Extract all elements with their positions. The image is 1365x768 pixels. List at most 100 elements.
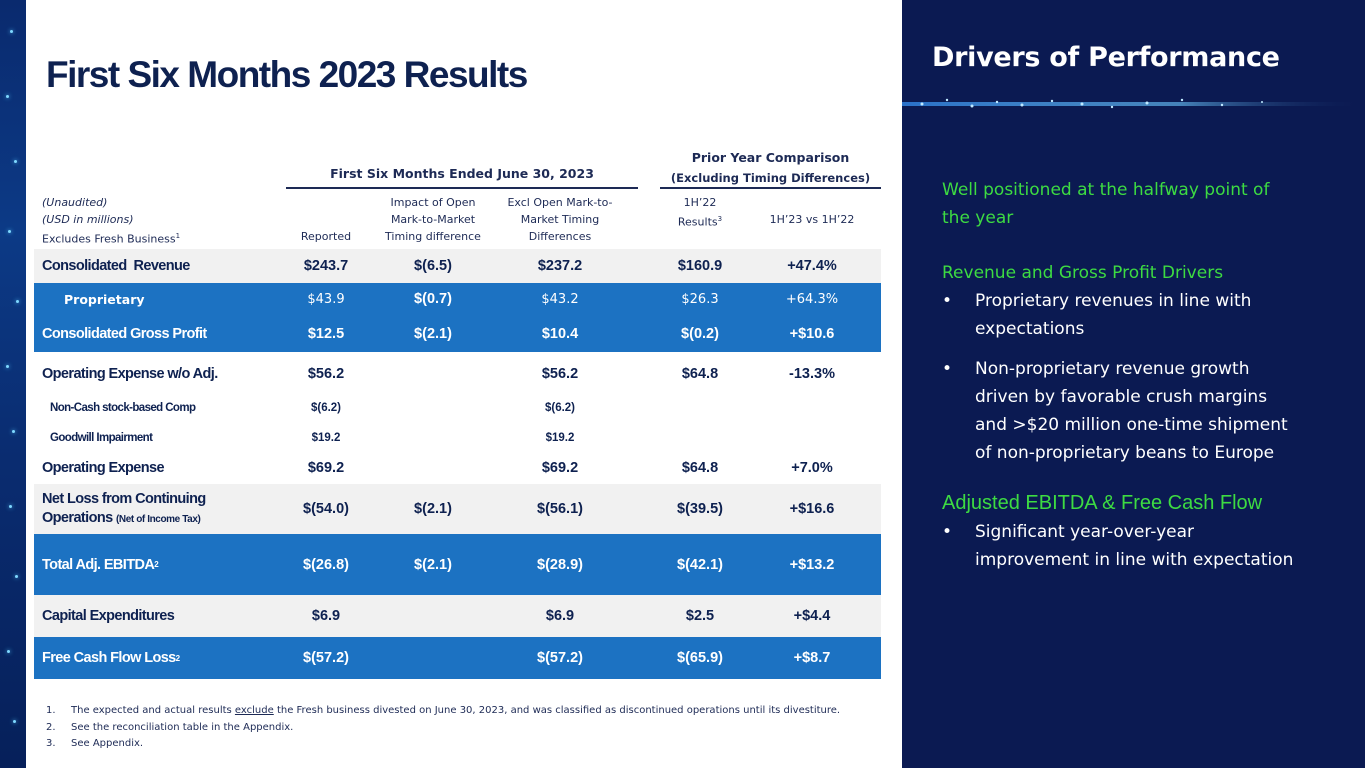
cell-excl: $(28.9) bbox=[537, 556, 583, 573]
cell-excl: $56.2 bbox=[541, 366, 579, 382]
cell-excl: $43.2 bbox=[541, 291, 579, 307]
bullet-yoy: • Significant year-over-year improvement… bbox=[942, 518, 1322, 574]
cell-reported: $(57.2) bbox=[303, 650, 349, 666]
cell-excl: $(6.2) bbox=[544, 402, 576, 414]
cell-change: +47.4% bbox=[787, 258, 837, 274]
cell-prior: $(42.1) bbox=[677, 556, 723, 573]
cell-prior: $64.8 bbox=[681, 460, 719, 476]
usd-label: (USD in millions) bbox=[42, 213, 134, 226]
unaudited-label: (Unaudited) bbox=[42, 196, 108, 209]
cell-reported: $12.5 bbox=[307, 325, 345, 342]
cell-change: +$8.7 bbox=[793, 650, 831, 666]
cell-reported: $243.7 bbox=[303, 258, 349, 274]
col-impact: Impact of Open Mark-to-Market Timing dif… bbox=[373, 194, 493, 245]
footnote-number: 3. bbox=[46, 738, 56, 749]
cell-reported: $56.2 bbox=[307, 366, 345, 382]
cell-excl: $237.2 bbox=[537, 258, 583, 274]
cell-reported: $19.2 bbox=[311, 432, 341, 444]
col-excl-line: Differences bbox=[528, 230, 592, 243]
group-header-prior-year: Prior Year Comparison (Excluding Timing … bbox=[660, 148, 881, 188]
row-label: Goodwill Impairment bbox=[50, 432, 153, 444]
intro-line: the year bbox=[942, 208, 1014, 228]
cell-prior: $64.8 bbox=[681, 366, 719, 382]
cell-impact: $(2.1) bbox=[414, 325, 452, 342]
bullet-line: Non-proprietary revenue growth bbox=[975, 359, 1250, 379]
table-row-stock-comp: Non-Cash stock-based Comp $(6.2) $(6.2) bbox=[34, 396, 881, 420]
table-row-goodwill: Goodwill Impairment $19.2 $19.2 bbox=[34, 426, 881, 450]
table-row-gross-profit: Consolidated Gross Profit $12.5 $(2.1) $… bbox=[34, 315, 881, 352]
col-change: 1H’23 vs 1H’22 bbox=[769, 213, 855, 226]
cell-change: +$10.6 bbox=[789, 325, 835, 342]
row-label: Operating Expense w/o Adj. bbox=[42, 366, 218, 382]
row-label-line1: Net Loss from Continuing bbox=[42, 490, 206, 507]
row-label-sub: (Net of Income Tax) bbox=[115, 513, 201, 525]
col-reported: Reported bbox=[300, 230, 352, 243]
cell-impact: $(0.7) bbox=[414, 291, 452, 307]
intro-text: Well positioned at the halfway point of … bbox=[942, 176, 1269, 232]
footnote: 3. See Appendix. bbox=[46, 736, 840, 753]
row-label-text: Total Adj. EBITDA bbox=[42, 556, 155, 573]
bullet-line: improvement in line with expectation bbox=[975, 550, 1294, 570]
bullet-icon: • bbox=[942, 359, 953, 379]
bullet-line: and >$20 million one-time shipment bbox=[975, 415, 1288, 435]
footnote-ref: 3 bbox=[717, 215, 723, 223]
row-label-text: Free Cash Flow Loss bbox=[42, 650, 176, 666]
cell-excl: $10.4 bbox=[541, 325, 579, 342]
bullet-line: of non-proprietary beans to Europe bbox=[975, 443, 1275, 463]
table-row-adj-ebitda: Total Adj. EBITDA 2 $(26.8) $(2.1) $(28.9… bbox=[34, 534, 881, 595]
cell-prior: $2.5 bbox=[685, 608, 715, 624]
row-label: Proprietary bbox=[64, 291, 145, 307]
footnote-text: See the reconciliation table in the Appe… bbox=[71, 721, 294, 733]
bullet-proprietary: • Proprietary revenues in line with expe… bbox=[942, 287, 1322, 343]
cell-reported: $69.2 bbox=[307, 460, 345, 476]
table-row-proprietary: Proprietary $43.9 $(0.7) $43.2 $26.3 +64… bbox=[34, 283, 881, 315]
col-prior-line: 1H’22 bbox=[683, 196, 717, 209]
table-row-opex: Operating Expense $69.2 $69.2 $64.8 +7.0… bbox=[34, 452, 881, 484]
cell-reported: $(54.0) bbox=[303, 501, 349, 517]
footnote-underlined: exclude bbox=[234, 705, 274, 716]
excludes-label: Excludes Fresh Business bbox=[42, 232, 176, 246]
row-label: Operating Expense bbox=[42, 460, 165, 476]
row-label: Capital Expenditures bbox=[42, 608, 175, 624]
footnotes: 1. The expected and actual results exclu… bbox=[46, 703, 840, 753]
row-label: Free Cash Flow Loss 2 bbox=[42, 637, 180, 679]
cell-prior: $(0.2) bbox=[681, 325, 719, 342]
col-excl: Excl Open Mark-to- Market Timing Differe… bbox=[500, 194, 620, 245]
cell-reported: $(26.8) bbox=[303, 556, 349, 573]
col-impact-line: Impact of Open bbox=[390, 196, 476, 209]
footnote-ref: 2 bbox=[175, 653, 180, 663]
cell-change: +$4.4 bbox=[793, 608, 831, 624]
group-divider bbox=[660, 187, 881, 189]
bullet-line: Proprietary revenues in line with bbox=[975, 291, 1252, 311]
cell-excl: $19.2 bbox=[545, 432, 575, 444]
footnote-number: 2. bbox=[46, 721, 56, 733]
group-header-six-months: First Six Months Ended June 30, 2023 bbox=[330, 166, 594, 181]
cell-change: +7.0% bbox=[791, 460, 833, 476]
row-header-label: (Unaudited) (USD in millions) Excludes F… bbox=[42, 194, 180, 248]
prior-year-subtitle: (Excluding Timing Differences) bbox=[670, 171, 871, 185]
table-row-capex: Capital Expenditures $6.9 $6.9 $2.5 +$4.… bbox=[34, 595, 881, 637]
col-excl-line: Excl Open Mark-to- bbox=[507, 196, 613, 209]
col-prior-line: Results bbox=[677, 215, 718, 229]
col-impact-line: Mark-to-Market bbox=[390, 213, 476, 226]
cell-reported: $43.9 bbox=[307, 291, 345, 307]
left-decorative-strip bbox=[0, 0, 26, 768]
cell-excl: $6.9 bbox=[545, 608, 575, 624]
row-label-line2: Operations bbox=[42, 509, 113, 526]
table-row-net-loss: Net Loss from Continuing Operations (Net… bbox=[34, 484, 881, 534]
footnote-ref: 1 bbox=[175, 232, 181, 240]
row-label: Total Adj. EBITDA 2 bbox=[42, 534, 159, 595]
cell-excl: $(56.1) bbox=[537, 501, 583, 517]
cell-excl: $(57.2) bbox=[537, 650, 583, 666]
cell-change: +64.3% bbox=[785, 291, 839, 307]
cell-impact: $(6.5) bbox=[414, 258, 452, 274]
table-row-revenue: Consolidated Revenue $243.7 $(6.5) $237.… bbox=[34, 249, 881, 283]
col-impact-line: Timing difference bbox=[385, 230, 481, 243]
col-prior: 1H’22 Results3 bbox=[660, 194, 740, 231]
table-row-opex-wo-adj: Operating Expense w/o Adj. $56.2 $56.2 $… bbox=[34, 356, 881, 392]
cell-prior: $(39.5) bbox=[677, 501, 723, 517]
cell-excl: $69.2 bbox=[541, 460, 579, 476]
cell-reported: $(6.2) bbox=[310, 402, 342, 414]
row-label: Consolidated Gross Profit bbox=[42, 325, 207, 342]
cell-prior: $160.9 bbox=[677, 258, 723, 274]
